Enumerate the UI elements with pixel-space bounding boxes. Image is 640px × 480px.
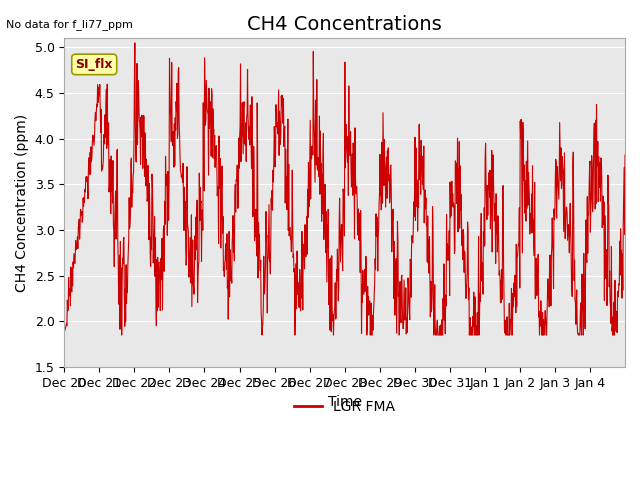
Text: SI_flx: SI_flx bbox=[76, 58, 113, 71]
Title: CH4 Concentrations: CH4 Concentrations bbox=[247, 15, 442, 34]
X-axis label: Time: Time bbox=[328, 396, 362, 409]
Text: No data for f_li77_ppm: No data for f_li77_ppm bbox=[6, 19, 133, 30]
Y-axis label: CH4 Concentration (ppm): CH4 Concentration (ppm) bbox=[15, 114, 29, 292]
Legend: LGR FMA: LGR FMA bbox=[289, 394, 401, 419]
